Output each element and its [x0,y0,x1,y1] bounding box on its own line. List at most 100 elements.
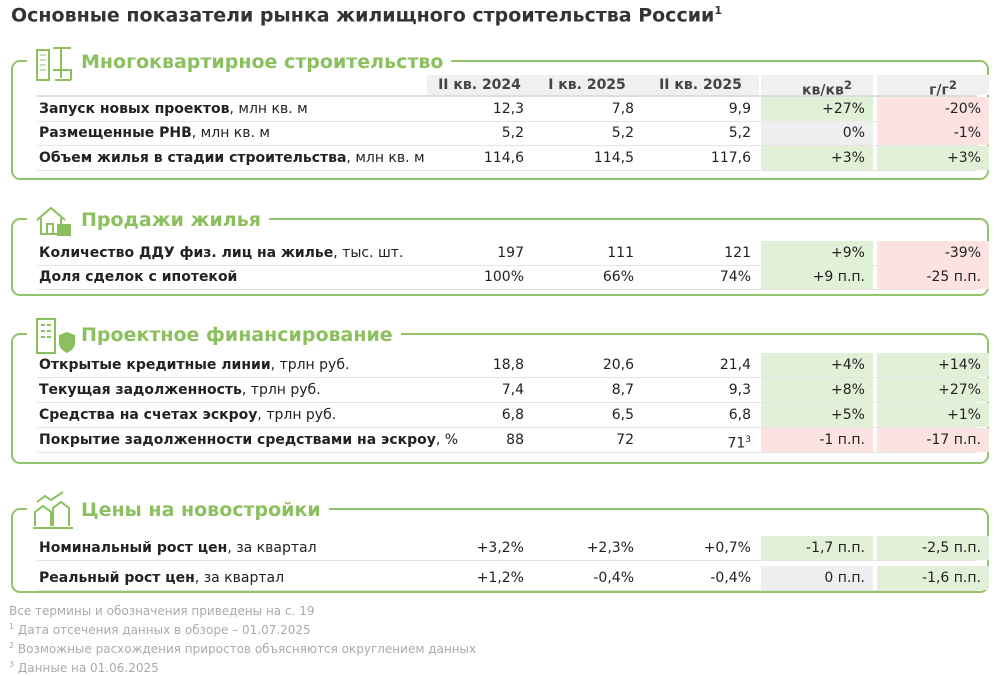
value-cell: 66% [602,269,634,285]
section-3: Цены на новостройки Номинальный рост цен,… [11,488,989,593]
value-cell: 72 [616,432,634,448]
value-cell: -1% [877,121,989,145]
footnote: 2 Возможные расхождения приростов объясн… [9,641,477,656]
section-title: Цены на новостройки [81,499,321,521]
value-cell: +1,2% [476,570,524,586]
row-label: Покрытие задолженности средствами на эск… [39,432,459,448]
column-header: II кв. 2025 [642,75,759,95]
section-title: Проектное финансирование [81,324,393,346]
value-cell: -2,5 п.п. [877,536,989,560]
table-row: Покрытие задолженности средствами на эск… [37,428,989,453]
value-cell: -17 п.п. [877,428,989,452]
value-cell: +3% [761,146,873,170]
value-cell: 9,3 [728,382,751,398]
value-cell: 8,7 [611,382,634,398]
row-label: Количество ДДУ физ. лиц на жилье, тыс. ш… [39,245,404,261]
value-cell: 7,8 [611,101,634,117]
value-cell: 121 [724,245,751,261]
value-cell: +2,3% [586,540,634,556]
value-cell: 12,3 [492,101,524,117]
row-label: Открытые кредитные линии, трлн руб. [39,357,350,373]
section-title: Многоквартирное строительство [81,51,444,73]
value-cell: +3% [877,146,989,170]
table-header: II кв. 2024 I кв. 2025 II кв. 2025 кв/кв2 г/… [37,75,989,99]
table-row: Доля сделок с ипотекой 100% 66% 74% +9 п.п. -… [37,265,989,290]
value-cell: -1,6 п.п. [877,566,989,590]
value-cell: 9,9 [728,101,751,117]
row-label: Объем жилья в стадии строительства, млн … [39,150,425,166]
value-cell: 114,5 [593,150,634,166]
value-cell: +3,2% [476,540,524,556]
value-cell: -39% [877,241,989,265]
row-label: Текущая задолженность, трлн руб. [39,382,321,398]
value-cell: 111 [607,245,634,261]
value-cell: -0,4% [710,570,751,586]
footnote: 3 Данные на 01.06.2025 [9,660,159,675]
value-cell: -0,4% [593,570,634,586]
value-cell: 117,6 [710,150,751,166]
value-cell: 88 [506,432,524,448]
value-cell: 20,6 [602,357,634,373]
section-2: Проектное финансирование Открытые кредитн… [11,313,989,464]
value-cell: -25 п.п. [877,265,989,289]
row-label: Реальный рост цен, за квартал [39,570,285,586]
table-row: Запуск новых проектов, млн кв. м 12,3 7,8 9… [37,97,989,122]
row-label: Номинальный рост цен, за квартал [39,540,317,556]
table-row: Количество ДДУ физ. лиц на жилье, тыс. ш… [37,241,989,266]
footnotes: Все термины и обозначения приведены на с… [9,600,476,676]
value-cell: +9 п.п. [761,265,873,289]
value-cell: +8% [761,378,873,402]
value-cell: 0 п.п. [761,566,873,590]
value-cell: +0,7% [703,540,751,556]
table-row: Текущая задолженность, трлн руб. 7,4 8,7 9,… [37,378,989,403]
table-row: Средства на счетах эскроу, трлн руб. 6,8 6… [37,403,989,428]
row-label: Размещенные РНВ, млн кв. м [39,125,270,141]
building-shield-icon [36,318,75,354]
value-cell: 5,2 [611,125,634,141]
section-1: Продажи жилья Количество ДДУ физ. лиц на … [11,198,989,296]
value-cell: 713 [727,435,751,452]
value-cell: 6,8 [501,407,524,423]
table-row: Объем жилья в стадии строительства, млн … [37,146,989,171]
section-title: Продажи жилья [81,209,261,231]
value-cell: 100% [483,269,524,285]
row-label: Запуск новых проектов, млн кв. м [39,101,308,117]
value-cell: +1% [877,403,989,427]
value-cell: 0% [761,121,873,145]
column-header: г/г2 [877,75,989,99]
table-row: Открытые кредитные линии, трлн руб. 18,8 2… [37,353,989,378]
value-cell: 197 [497,245,524,261]
column-header: кв/кв2 [761,75,873,99]
value-cell: -1,7 п.п. [761,536,873,560]
value-cell: -1 п.п. [761,428,873,452]
footnote: Все термины и обозначения приведены на с… [9,604,315,618]
value-cell: 114,6 [483,150,524,166]
value-cell: +14% [877,353,989,377]
table-row: Размещенные РНВ, млн кв. м 5,2 5,2 5,2 0% -1% [37,121,989,146]
value-cell: 74% [719,269,751,285]
column-header: I кв. 2025 [532,75,642,95]
value-cell: 6,8 [728,407,751,423]
page-title: Основные показатели рынка жилищного стро… [11,4,722,27]
value-cell: 5,2 [728,125,751,141]
value-cell: 6,5 [611,407,634,423]
value-cell: +9% [761,241,873,265]
row-label: Средства на счетах эскроу, трлн руб. [39,407,337,423]
houses-chart-icon [33,491,73,529]
value-cell: -20% [877,97,989,121]
table-row: Номинальный рост цен, за квартал +3,2% +2,… [37,536,989,561]
column-header: II кв. 2024 [427,75,532,95]
value-cell: +27% [877,378,989,402]
value-cell: 5,2 [501,125,524,141]
value-cell: +5% [761,403,873,427]
table-row: Реальный рост цен, за квартал +1,2% -0,4% -… [37,566,989,591]
value-cell: 21,4 [719,357,751,373]
house-money-icon [36,206,71,236]
value-cell: +4% [761,353,873,377]
footnote: 1 Дата отсечения данных в обзоре – 01.07… [9,622,311,637]
value-cell: +27% [761,97,873,121]
value-cell: 18,8 [492,357,524,373]
building-crane-icon [36,47,72,81]
row-label: Доля сделок с ипотекой [39,269,238,285]
value-cell: 7,4 [501,382,524,398]
